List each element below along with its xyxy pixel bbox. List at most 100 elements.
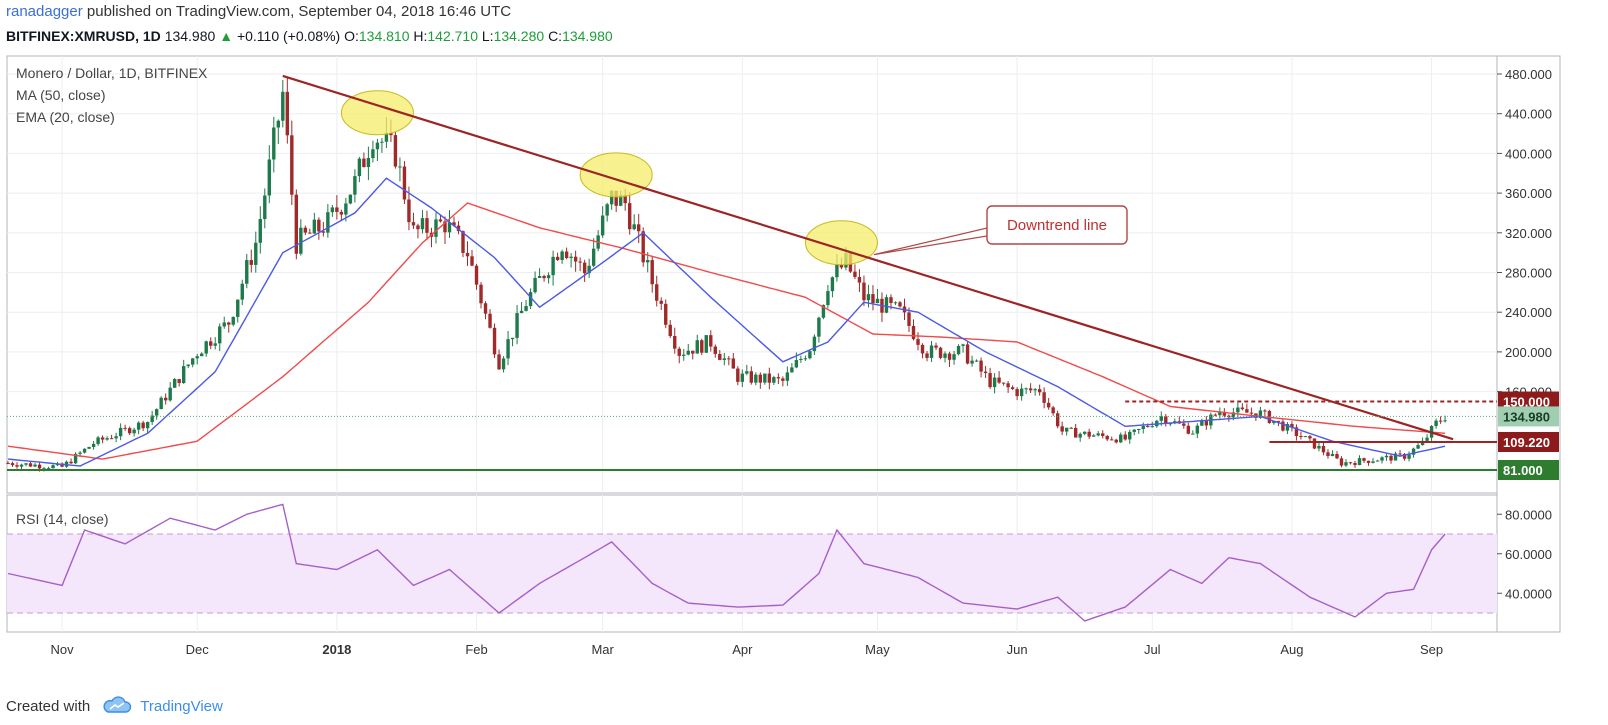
candle-body <box>398 166 402 168</box>
candle-body <box>668 324 672 336</box>
ema20-line <box>7 177 1446 467</box>
x-tick-label: Aug <box>1280 642 1303 657</box>
tradingview-brand[interactable]: TradingView <box>140 698 223 715</box>
candle-body <box>145 421 150 429</box>
candle-body <box>1384 455 1389 458</box>
last-price: 134.980 <box>164 28 216 44</box>
candle-body <box>321 231 326 233</box>
candle-body <box>236 299 240 317</box>
candle-body <box>790 367 794 373</box>
candle-body <box>483 303 488 314</box>
candle-body <box>988 373 992 388</box>
y-tick-label: 320.000 <box>1505 226 1552 241</box>
candle-body <box>609 190 614 205</box>
candle-body <box>447 222 452 233</box>
candle-body <box>384 132 389 142</box>
candle-body <box>281 91 285 121</box>
tradingview-cloud-icon[interactable] <box>102 696 132 714</box>
candle-body <box>136 422 141 430</box>
close-value: 134.980 <box>562 28 613 44</box>
close-label: C: <box>548 28 563 44</box>
candle-body <box>470 256 474 266</box>
candle-body <box>186 364 190 367</box>
candle-body <box>10 463 15 466</box>
candle-body <box>1425 437 1429 441</box>
candle-body <box>641 231 645 263</box>
candle-body <box>222 322 226 327</box>
candle-body <box>578 261 582 263</box>
candle-body <box>443 221 447 233</box>
candle-body <box>407 199 411 223</box>
candle-body <box>375 142 380 150</box>
candle-body <box>181 366 186 383</box>
candle-body <box>172 379 177 388</box>
candle-body <box>456 225 461 232</box>
rsi-line <box>7 503 1446 622</box>
candle-body <box>569 256 573 259</box>
candle-body <box>1218 412 1222 416</box>
x-tick-label: Apr <box>732 642 753 657</box>
candle-body <box>605 204 609 216</box>
candle-body <box>82 448 87 453</box>
candle-body <box>267 159 271 196</box>
candle-body <box>254 242 258 265</box>
candle-body <box>1092 435 1096 437</box>
candle-body <box>100 437 105 440</box>
candle-body <box>492 327 497 355</box>
candle-body <box>772 377 776 383</box>
candle-body <box>1258 410 1263 418</box>
candle-body <box>1303 436 1308 438</box>
candle-body <box>1402 453 1407 459</box>
x-tick-label: Sep <box>1420 642 1443 657</box>
candle-body <box>1407 454 1411 459</box>
candle-body <box>353 176 357 195</box>
candle-body <box>614 190 618 206</box>
candle-body <box>479 284 483 304</box>
candle-body <box>434 219 438 237</box>
candle-body <box>1114 439 1118 443</box>
candle-body <box>1380 457 1384 461</box>
candle-body <box>1101 433 1105 437</box>
chart-canvas[interactable]: NovDec2018FebMarAprMayJunJulAugSep160.00… <box>0 0 1608 690</box>
candle-body <box>1263 410 1267 412</box>
candle-body <box>884 297 889 313</box>
candle-body <box>781 378 785 381</box>
candle-body <box>618 195 623 206</box>
y-tick-label: 280.000 <box>1505 265 1552 280</box>
candle-body <box>767 373 772 383</box>
callout-box[interactable] <box>986 205 1128 245</box>
price-axis-label: 134.980 <box>1503 409 1550 424</box>
candle-body <box>898 302 902 307</box>
candle-body <box>1231 412 1236 418</box>
candle-body <box>1132 429 1136 432</box>
highlight-ellipse <box>804 220 878 266</box>
candle-body <box>348 194 353 204</box>
price-axis-label: 150.000 <box>1503 395 1550 410</box>
candle-body <box>758 374 763 383</box>
publish-line: ranadagger published on TradingView.com,… <box>6 2 511 22</box>
candle-body <box>276 120 280 128</box>
y-tick-label: 200.000 <box>1505 345 1552 360</box>
candle-body <box>465 252 470 257</box>
author-link[interactable]: ranadagger <box>6 3 83 20</box>
candle-body <box>812 336 817 352</box>
candle-body <box>673 335 677 349</box>
candle-body <box>1353 463 1357 466</box>
rsi-tick-label: 40.0000 <box>1505 586 1552 601</box>
high-label: H: <box>413 28 428 44</box>
candle-body <box>1069 427 1073 429</box>
downtrend-line[interactable] <box>282 74 1454 441</box>
symbol-line: BITFINEX:XMRUSD, 1D 134.980 ▲ +0.110 (+0… <box>6 26 613 46</box>
candle-body <box>159 397 163 410</box>
candle-body <box>754 374 758 383</box>
candle-body <box>943 353 947 358</box>
change-arrow-icon: ▲ <box>219 28 234 44</box>
x-tick-label: May <box>865 642 890 657</box>
candle-body <box>154 409 159 416</box>
candle-body <box>393 135 398 167</box>
open-value: 134.810 <box>358 28 410 44</box>
candle-body <box>1164 416 1168 424</box>
candle-body <box>231 316 235 325</box>
candle-body <box>290 135 294 195</box>
candle-body <box>992 377 997 388</box>
